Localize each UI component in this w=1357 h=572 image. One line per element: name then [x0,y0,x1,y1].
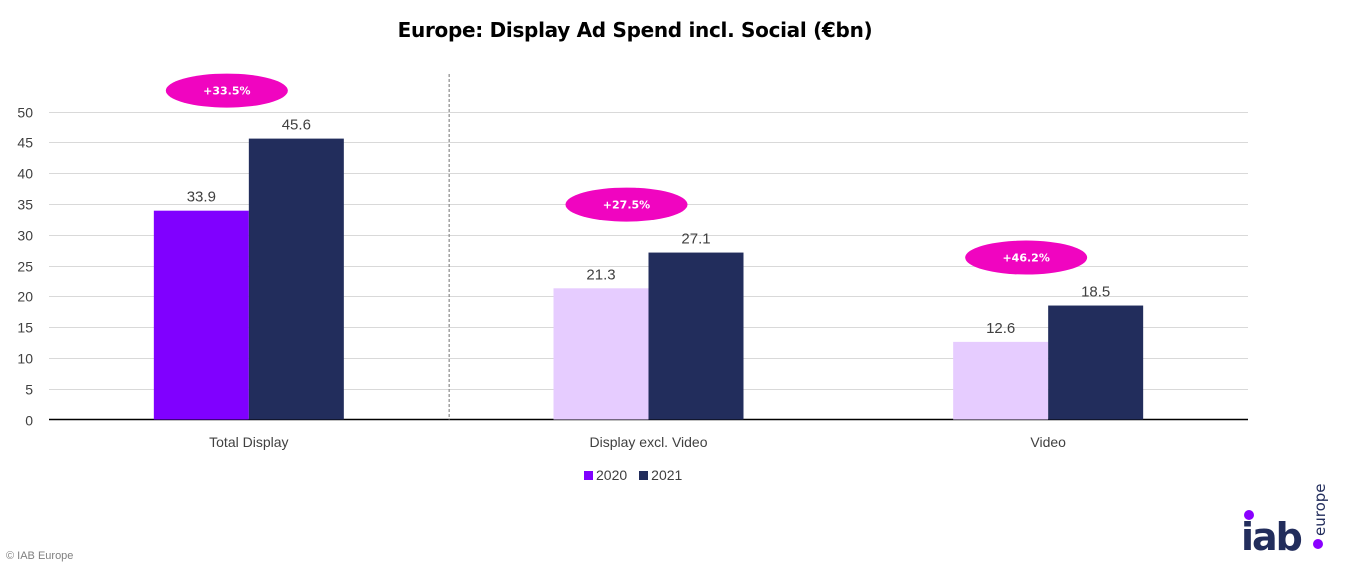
growth-badge-text: +46.2% [1002,252,1049,265]
y-tick-label: 20 [17,289,33,305]
copyright-text: © IAB Europe [6,550,74,562]
logo-dot-i [1244,510,1254,520]
chart-title: Europe: Display Ad Spend incl. Social (€… [397,18,873,42]
y-tick-label: 15 [17,320,33,336]
y-tick-label: 45 [17,135,33,151]
data-labels: 33.9 45.6 21.3 27.1 12.6 18.5 [187,117,1111,337]
bar-2021-1 [648,252,744,420]
legend-label-2020: 2020 [596,467,628,483]
y-tick-label: 0 [25,413,33,429]
data-label: 27.1 [681,231,710,248]
logo-main-text: iab [1241,515,1302,559]
logo-sub-text: europe [1311,484,1329,537]
legend-swatch-2020 [584,470,593,480]
growth-badges: +33.5% +27.5% +46.2% [165,73,1088,275]
y-tick-label: 30 [17,228,33,244]
y-tick-label: 50 [17,105,33,121]
y-tick-label: 5 [25,382,33,398]
bar-2020-2 [953,341,1049,420]
y-tick-label: 25 [17,259,33,275]
legend-item-2021[interactable]: 2021 [639,467,682,483]
growth-badge [965,240,1088,275]
growth-badge-text: +33.5% [203,85,250,98]
legend-label-2021: 2021 [651,467,683,483]
bar-2021-0 [248,138,344,420]
data-label: 12.6 [986,320,1015,337]
category-label: Video [1030,434,1066,450]
bar-2020-0 [153,210,249,420]
category-label: Display excl. Video [589,434,707,450]
x-axis-categories: Total Display Display excl. Video Video [209,434,1066,450]
data-label: 33.9 [187,189,216,206]
data-label: 21.3 [586,266,615,283]
growth-badge [165,73,288,108]
growth-badge-text: +27.5% [603,199,650,212]
iab-europe-logo: iab europe [1241,484,1329,560]
y-axis-ticks: 0 5 10 15 20 25 30 35 40 45 50 [17,105,33,429]
category-label: Total Display [209,434,288,450]
logo-dot-europe [1313,539,1323,549]
legend-item-2020[interactable]: 2020 [584,467,627,483]
y-tick-label: 35 [17,197,33,213]
bars [153,138,1144,420]
legend-swatch-2021 [639,470,649,480]
data-label: 18.5 [1081,284,1110,301]
data-label: 45.6 [282,117,311,134]
y-tick-label: 40 [17,166,33,182]
growth-badge [565,187,688,222]
bar-2021-2 [1048,305,1144,420]
legend: 2020 2021 [584,467,694,483]
bar-2020-1 [553,288,649,420]
y-tick-label: 10 [17,351,33,367]
